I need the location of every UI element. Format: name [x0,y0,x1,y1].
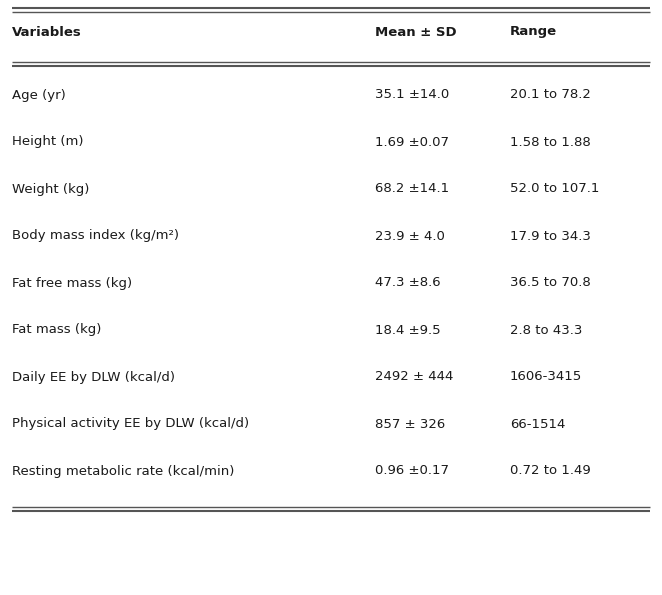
Text: 35.1 ±14.0: 35.1 ±14.0 [375,89,449,102]
Text: 17.9 to 34.3: 17.9 to 34.3 [510,230,591,243]
Text: Variables: Variables [12,26,81,39]
Text: Range: Range [510,26,557,39]
Text: 2.8 to 43.3: 2.8 to 43.3 [510,324,583,337]
Text: Weight (kg): Weight (kg) [12,183,89,196]
Text: 1.58 to 1.88: 1.58 to 1.88 [510,136,591,149]
Text: 1.69 ±0.07: 1.69 ±0.07 [375,136,449,149]
Text: 2492 ± 444: 2492 ± 444 [375,371,453,384]
Text: 857 ± 326: 857 ± 326 [375,418,446,431]
Text: 0.96 ±0.17: 0.96 ±0.17 [375,465,449,478]
Text: 36.5 to 70.8: 36.5 to 70.8 [510,277,591,290]
Text: Body mass index (kg/m²): Body mass index (kg/m²) [12,230,179,243]
Text: Mean ± SD: Mean ± SD [375,26,457,39]
Text: 52.0 to 107.1: 52.0 to 107.1 [510,183,599,196]
Text: Age (yr): Age (yr) [12,89,66,102]
Text: 66-1514: 66-1514 [510,418,565,431]
Text: Fat free mass (kg): Fat free mass (kg) [12,277,132,290]
Text: 0.72 to 1.49: 0.72 to 1.49 [510,465,591,478]
Text: 47.3 ±8.6: 47.3 ±8.6 [375,277,441,290]
Text: Daily EE by DLW (kcal/d): Daily EE by DLW (kcal/d) [12,371,175,384]
Text: 1606-3415: 1606-3415 [510,371,583,384]
Text: Resting metabolic rate (kcal/min): Resting metabolic rate (kcal/min) [12,465,234,478]
Text: Height (m): Height (m) [12,136,83,149]
Text: 18.4 ±9.5: 18.4 ±9.5 [375,324,441,337]
Text: 20.1 to 78.2: 20.1 to 78.2 [510,89,591,102]
Text: 23.9 ± 4.0: 23.9 ± 4.0 [375,230,445,243]
Text: Fat mass (kg): Fat mass (kg) [12,324,101,337]
Text: 68.2 ±14.1: 68.2 ±14.1 [375,183,449,196]
Text: Physical activity EE by DLW (kcal/d): Physical activity EE by DLW (kcal/d) [12,418,249,431]
